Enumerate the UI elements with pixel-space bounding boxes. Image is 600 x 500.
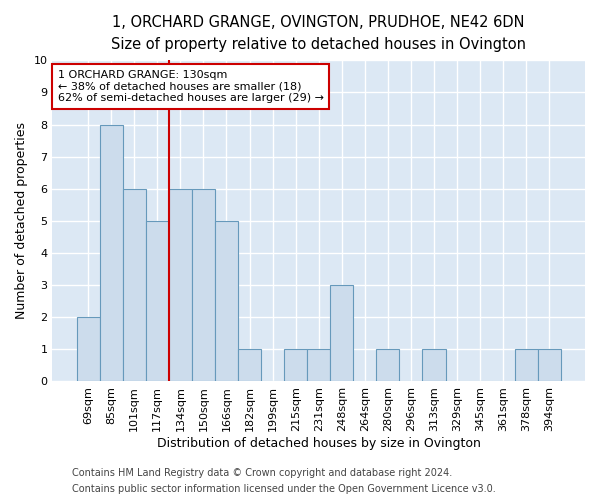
- Bar: [515, 350, 538, 382]
- Bar: [284, 350, 307, 382]
- Bar: [215, 221, 238, 382]
- Text: 1 ORCHARD GRANGE: 130sqm
← 38% of detached houses are smaller (18)
62% of semi-d: 1 ORCHARD GRANGE: 130sqm ← 38% of detach…: [58, 70, 324, 103]
- Text: Contains HM Land Registry data © Crown copyright and database right 2024.: Contains HM Land Registry data © Crown c…: [72, 468, 452, 477]
- Title: 1, ORCHARD GRANGE, OVINGTON, PRUDHOE, NE42 6DN
Size of property relative to deta: 1, ORCHARD GRANGE, OVINGTON, PRUDHOE, NE…: [111, 15, 526, 52]
- Bar: [100, 124, 123, 382]
- Bar: [307, 350, 330, 382]
- Bar: [146, 221, 169, 382]
- Bar: [538, 350, 561, 382]
- Bar: [123, 189, 146, 382]
- X-axis label: Distribution of detached houses by size in Ovington: Distribution of detached houses by size …: [157, 437, 481, 450]
- Bar: [169, 189, 192, 382]
- Bar: [77, 317, 100, 382]
- Bar: [192, 189, 215, 382]
- Bar: [422, 350, 446, 382]
- Bar: [376, 350, 400, 382]
- Text: Contains public sector information licensed under the Open Government Licence v3: Contains public sector information licen…: [72, 484, 496, 494]
- Y-axis label: Number of detached properties: Number of detached properties: [15, 122, 28, 320]
- Bar: [238, 350, 261, 382]
- Bar: [330, 285, 353, 382]
